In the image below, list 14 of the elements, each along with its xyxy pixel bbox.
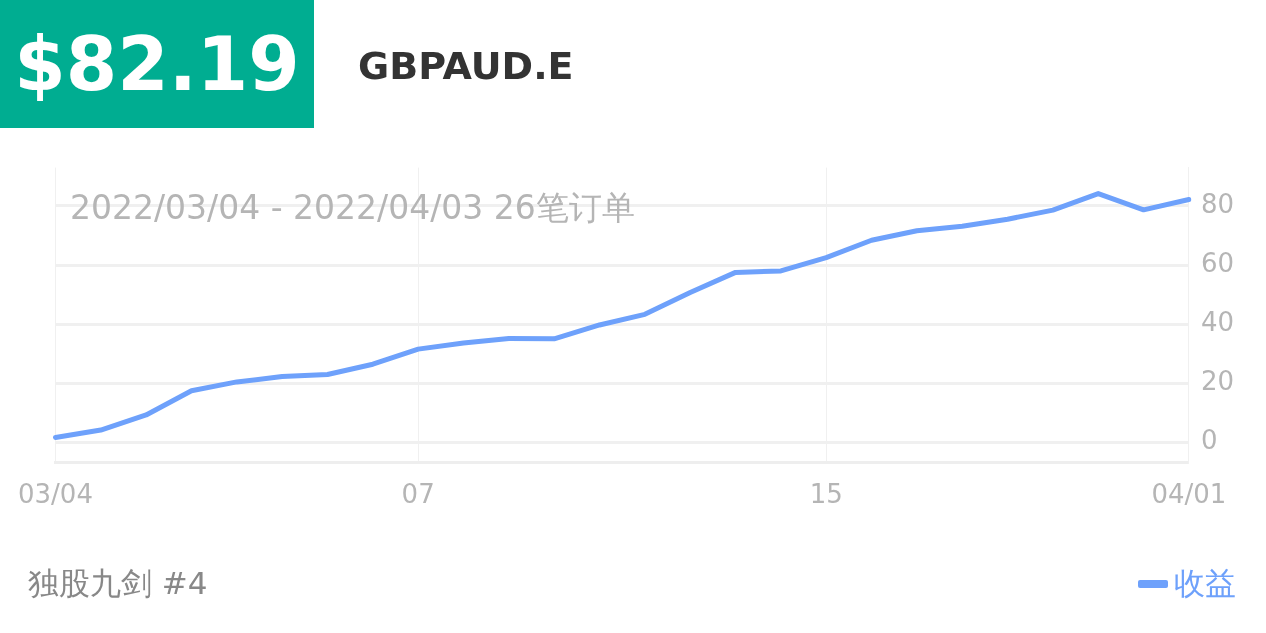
chart-subtitle: GBPAUD.E [358, 44, 574, 88]
y-tick-label: 20 [1200, 365, 1235, 396]
x-tick-label: 07 [401, 479, 435, 510]
y-tick-label: 40 [1200, 306, 1235, 337]
x-tick-label: 15 [809, 479, 843, 510]
text: 独股九剑 #4 [28, 564, 208, 603]
annotation: 2022/03/04 - 2022/04/03 26笔订单 [70, 187, 635, 229]
x-tick-label: 03/04 [18, 479, 93, 510]
y-tick-label: 60 [1200, 247, 1235, 278]
legend-label: 收益 [1174, 564, 1236, 603]
x-tick-label: 04/01 [1151, 479, 1227, 510]
y-tick-label: 80 [1200, 188, 1235, 219]
chart-title: $82.19 [0, 0, 314, 128]
y-tick-label: 0 [1200, 424, 1218, 455]
